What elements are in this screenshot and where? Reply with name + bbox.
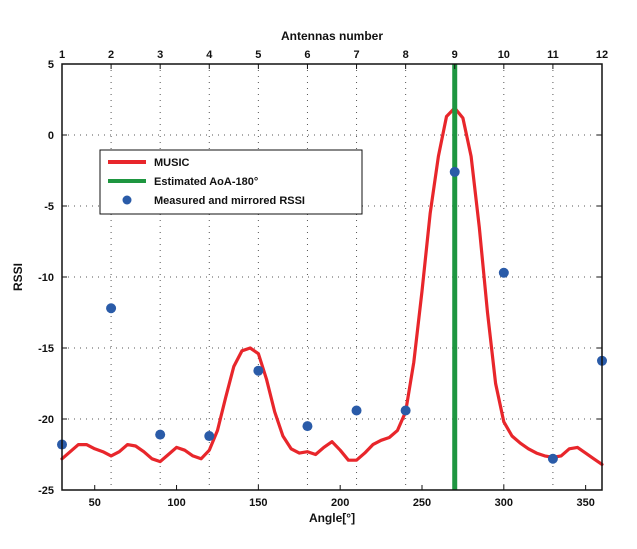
top-axis-tick-label: 4 — [206, 49, 213, 61]
x-axis-title: Angle[°] — [309, 511, 355, 525]
y-axis-title: RSSI — [11, 263, 25, 291]
measured-rssi-point — [155, 429, 166, 440]
grid — [61, 64, 603, 490]
top-axis-tick-label: 5 — [255, 49, 261, 61]
y-axis-tick-label: -25 — [38, 485, 54, 497]
measured-rssi-point — [106, 303, 117, 314]
top-axis-tick-label: 7 — [353, 49, 359, 61]
measured-rssi-point — [204, 431, 215, 442]
legend-label-music: MUSIC — [154, 157, 190, 169]
x-axis-tick-label: 50 — [89, 497, 101, 509]
x-axis-tick-label: 150 — [249, 497, 267, 509]
top-axis-tick-label: 11 — [547, 49, 559, 61]
y-axis-tick-label: -15 — [38, 343, 54, 355]
x-axis-tick-label: 200 — [331, 497, 349, 509]
y-axis-tick-label: 5 — [48, 59, 54, 71]
y-axis-tick-label: -10 — [38, 272, 54, 284]
y-axis-tick-label: 0 — [48, 130, 54, 142]
measured-rssi-point — [351, 405, 362, 416]
top-axis-tick-label: 9 — [452, 49, 458, 61]
y-axis-tick-label: -5 — [44, 201, 54, 213]
top-axis-title: Antennas number — [281, 29, 383, 43]
x-axis-tick-label: 100 — [167, 497, 185, 509]
top-axis-tick-label: 6 — [304, 49, 310, 61]
top-axis-tick-label: 8 — [403, 49, 409, 61]
top-axis-tick-label: 2 — [108, 49, 114, 61]
measured-rssi-point — [400, 405, 411, 416]
top-axis-tick-label: 3 — [157, 49, 163, 61]
measured-rssi-point — [302, 421, 313, 432]
x-axis-tick-label: 250 — [413, 497, 431, 509]
top-axis-tick-label: 1 — [59, 49, 65, 61]
legend-label-measured-rssi: Measured and mirrored RSSI — [154, 195, 305, 207]
measured-rssi-point — [498, 267, 509, 278]
legend-swatch-measured-rssi — [122, 195, 132, 205]
top-axis-tick-label: 10 — [498, 49, 510, 61]
measured-rssi-point — [547, 453, 558, 464]
x-axis-tick-label: 300 — [495, 497, 513, 509]
legend: MUSIC Estimated AoA-180° Measured and mi… — [99, 149, 363, 215]
x-axis-tick-label: 350 — [576, 497, 594, 509]
measured-rssi-point — [253, 365, 264, 376]
measured-rssi-point — [449, 166, 460, 177]
top-axis-tick-label: 12 — [596, 49, 608, 61]
y-axis-tick-label: -20 — [38, 414, 54, 426]
music-spectrum-line — [60, 106, 604, 466]
legend-label-estimated-aoa: Estimated AoA-180° — [154, 176, 258, 188]
